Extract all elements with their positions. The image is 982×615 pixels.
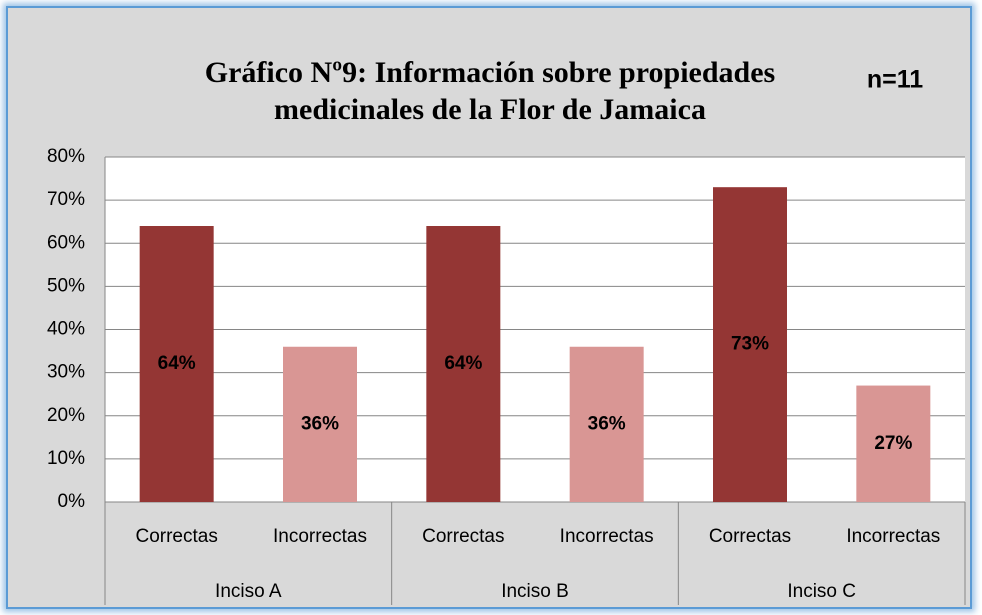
bar: [713, 187, 787, 502]
group-label: Inciso A: [215, 581, 282, 602]
y-tick-label: 20%: [47, 405, 85, 426]
chart-title: medicinales de la Flor de Jamaica: [274, 93, 706, 126]
bar: [856, 385, 931, 502]
annotation: n=11: [867, 66, 923, 94]
y-tick-label: 40%: [47, 319, 85, 340]
x-tick-label: Incorrectas: [846, 526, 940, 547]
bar: [426, 226, 501, 502]
group-label: Inciso C: [787, 581, 856, 602]
y-tick-label: 30%: [47, 362, 85, 383]
group-label: Inciso B: [501, 581, 569, 602]
data-label: 36%: [301, 413, 339, 434]
x-tick-label: Incorrectas: [273, 526, 367, 547]
y-tick-label: 50%: [47, 275, 85, 296]
bar: [283, 346, 357, 502]
data-label: 73%: [731, 334, 769, 355]
chart-title: Gráfico Nº9: Información sobre propiedad…: [205, 56, 775, 89]
x-tick-label: Correctas: [709, 526, 791, 547]
y-tick-label: 70%: [47, 189, 85, 210]
data-label: 27%: [874, 433, 912, 454]
data-label: 64%: [158, 353, 196, 374]
x-tick-label: Correctas: [422, 526, 504, 547]
x-tick-label: Incorrectas: [560, 526, 654, 547]
y-tick-label: 0%: [58, 491, 86, 512]
bar: [139, 226, 214, 502]
data-label: 64%: [444, 353, 482, 374]
x-tick-label: Correctas: [135, 526, 217, 547]
bar: [569, 346, 644, 502]
data-label: 36%: [588, 413, 626, 434]
y-tick-label: 80%: [47, 146, 85, 167]
y-tick-label: 10%: [47, 448, 85, 469]
y-tick-label: 60%: [47, 232, 85, 253]
